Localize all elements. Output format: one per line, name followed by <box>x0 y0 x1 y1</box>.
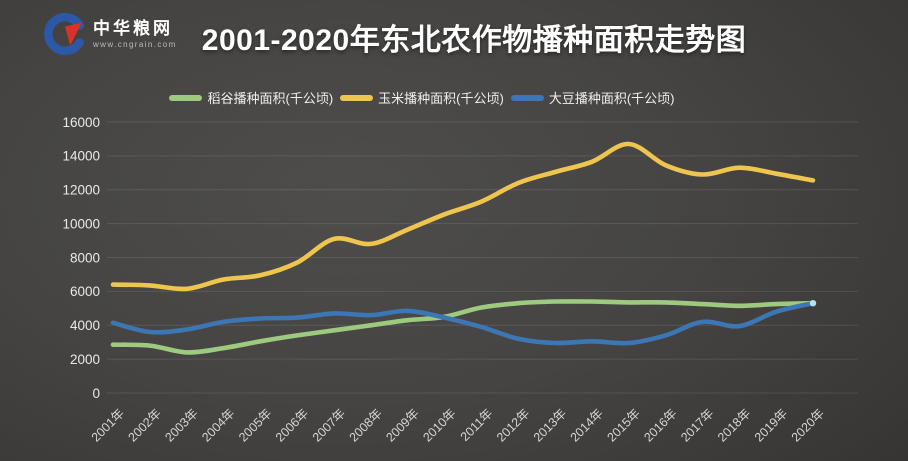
brand-url: www.cngrain.com <box>93 39 177 49</box>
corn-legend-swatch <box>340 94 374 101</box>
y-axis-tick-label: 16000 <box>62 115 100 130</box>
soybean-legend-label: 大豆播种面积(千公顷) <box>548 91 675 106</box>
corn-line <box>110 141 816 292</box>
rice-legend-swatch <box>169 94 203 101</box>
x-axis-tick-label: 2018年 <box>715 406 753 444</box>
x-axis-tick-label: 2020年 <box>789 406 827 444</box>
legend-item-rice: 稻谷播种面积(千公顷) <box>169 88 333 107</box>
x-axis-tick-label: 2009年 <box>383 406 421 444</box>
brand-name: 中华粮网 <box>93 19 173 39</box>
x-axis-tick-label: 2017年 <box>678 406 716 444</box>
site-logo: 中华粮网 www.cngrain.com <box>44 13 177 55</box>
rice-line <box>110 299 816 355</box>
logo-icon <box>44 13 84 55</box>
y-axis-tick-label: 14000 <box>62 149 100 164</box>
logo-text: 中华粮网 www.cngrain.com <box>93 19 177 49</box>
x-axis-tick-label: 2019年 <box>752 406 790 444</box>
legend-item-soybean: 大豆播种面积(千公顷) <box>510 88 675 107</box>
y-axis-tick-label: 10000 <box>62 216 100 231</box>
y-axis-tick-label: 12000 <box>62 183 100 198</box>
x-axis-tick-label: 2006年 <box>273 406 311 444</box>
rice-legend-label: 稻谷播种面积(千公顷) <box>207 91 334 106</box>
page-title: 2001-2020年东北农作物播种面积走势图 <box>201 24 747 57</box>
x-axis-tick-label: 2008年 <box>347 406 385 444</box>
soybean-endpoint-dot <box>809 300 817 307</box>
y-axis-tick-label: 6000 <box>70 284 100 299</box>
x-axis-tick-label: 2003年 <box>162 406 200 444</box>
y-axis-tick-label: 8000 <box>70 250 100 265</box>
x-axis-tick-label: 2015年 <box>605 406 643 444</box>
x-axis-tick-label: 2004年 <box>199 406 237 444</box>
x-axis-tick-label: 2012年 <box>494 406 532 444</box>
soybean-legend-swatch <box>510 94 544 101</box>
x-axis-tick-label: 2014年 <box>568 406 606 444</box>
x-axis-tick-label: 2016年 <box>641 406 679 444</box>
y-axis-tick-label: 4000 <box>70 318 100 333</box>
soybean-line <box>110 300 816 346</box>
y-axis-tick-label: 2000 <box>70 352 100 367</box>
x-axis-tick-label: 2007年 <box>310 406 348 444</box>
corn-legend-label: 玉米播种面积(千公顷) <box>378 91 504 106</box>
x-axis-tick-label: 2013年 <box>531 406 569 444</box>
x-axis-tick-label: 2001年 <box>89 406 127 444</box>
legend: 稻谷播种面积(千公顷) 玉米播种面积(千公顷) 大豆播种面积(千公顷) <box>0 88 908 107</box>
legend-item-corn: 玉米播种面积(千公顷) <box>340 88 504 107</box>
x-axis-tick-label: 2005年 <box>236 406 274 444</box>
x-axis-tick-label: 2002年 <box>126 406 164 444</box>
x-axis-tick-label: 2010年 <box>420 406 458 444</box>
y-axis-tick-label: 0 <box>92 386 100 401</box>
x-axis-tick-label: 2011年 <box>458 406 496 444</box>
